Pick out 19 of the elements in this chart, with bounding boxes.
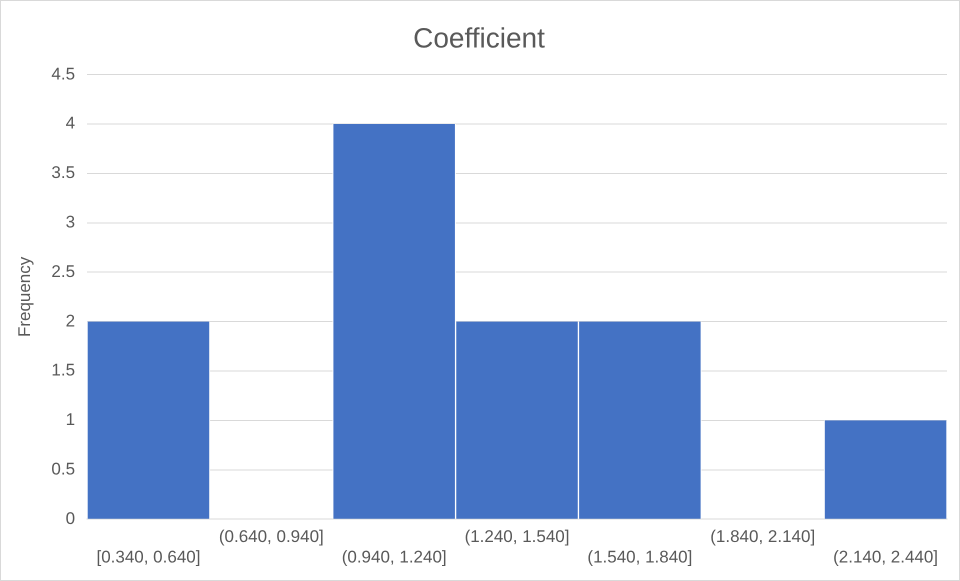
y-tick-label: 0 xyxy=(66,508,76,528)
x-tick-label: (1.540, 1.840] xyxy=(587,547,692,566)
y-tick-label: 4.5 xyxy=(51,64,76,84)
y-tick-label: 0.5 xyxy=(51,459,76,478)
y-tick-label: 1 xyxy=(66,410,76,430)
y-axis-title: Frequency xyxy=(14,256,34,338)
y-tick-label: 2.5 xyxy=(51,262,76,281)
x-tick-label: (0.640, 0.940] xyxy=(218,527,324,546)
x-tick-label: (1.840, 2.140] xyxy=(710,527,816,546)
chart-title: Coefficient xyxy=(413,22,546,54)
y-tick-label: 3.5 xyxy=(51,163,76,182)
x-tick-label: (1.240, 1.540] xyxy=(464,527,570,546)
y-tick-label: 4 xyxy=(66,114,76,133)
y-tick-label: 1.5 xyxy=(51,360,76,380)
x-tick-label: (2.140, 2.440] xyxy=(833,547,938,566)
x-tick-label: (0.940, 1.240] xyxy=(342,547,447,566)
y-tick-label: 2 xyxy=(66,311,76,330)
x-tick-label: [0.340, 0.640] xyxy=(96,547,200,566)
y-tick-label: 3 xyxy=(66,212,76,232)
